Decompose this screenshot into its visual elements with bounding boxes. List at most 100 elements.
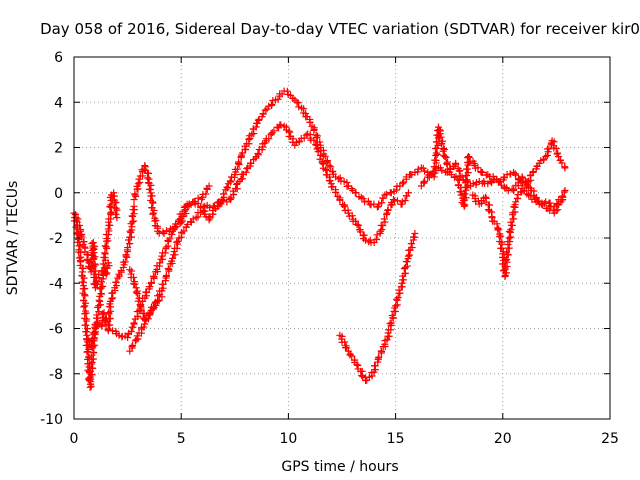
data-point-fill — [386, 320, 394, 328]
data-point — [542, 198, 550, 206]
data-point-fill — [145, 185, 153, 193]
data-point — [104, 225, 112, 233]
data-point-fill — [80, 274, 88, 282]
data-point-fill — [146, 309, 154, 317]
data-point-fill — [372, 235, 380, 243]
data-point-fill — [532, 193, 540, 201]
data-point-fill — [206, 214, 214, 222]
data-point-fill — [502, 256, 510, 264]
data-point-fill — [371, 362, 379, 370]
data-point-fill — [497, 232, 505, 240]
data-point-fill — [505, 227, 513, 235]
data-point — [392, 302, 400, 310]
data-point-fill — [113, 206, 121, 214]
data-point-fill — [106, 314, 114, 322]
data-point-fill — [420, 178, 428, 186]
data-point — [254, 116, 262, 124]
data-point-fill — [322, 166, 330, 174]
data-point-fill — [456, 188, 464, 196]
data-point-fill — [421, 167, 429, 175]
data-point-fill — [340, 202, 348, 210]
data-point-fill — [432, 149, 440, 157]
data-point-fill — [332, 188, 340, 196]
data-point-fill — [474, 164, 482, 172]
data-point-fill — [95, 308, 103, 316]
data-point-fill — [510, 185, 518, 193]
data-point — [227, 196, 235, 204]
data-point-fill — [159, 280, 167, 288]
x-tick-label: 25 — [601, 431, 619, 447]
data-point-fill — [129, 206, 137, 214]
data-point-fill — [408, 244, 416, 252]
data-point-fill — [259, 110, 267, 118]
data-point-fill — [513, 194, 521, 202]
data-point-fill — [277, 121, 285, 129]
x-tick-label: 0 — [70, 431, 79, 447]
data-point-fill — [159, 255, 167, 263]
data-point-fill — [213, 199, 221, 207]
chart-title: Day 058 of 2016, Sidereal Day-to-day VTE… — [40, 20, 640, 38]
data-point-fill — [238, 149, 246, 157]
data-point-fill — [274, 95, 282, 103]
data-point-fill — [502, 269, 510, 277]
data-point-fill — [306, 118, 314, 126]
data-point-fill — [377, 347, 385, 355]
data-point-fill — [132, 288, 140, 296]
data-point-fill — [73, 238, 81, 246]
data-point-fill — [87, 371, 95, 379]
y-tick-label: -6 — [49, 322, 63, 338]
data-point-fill — [316, 138, 324, 146]
data-point-fill — [185, 200, 193, 208]
data-point-fill — [121, 258, 129, 266]
data-point-fill — [133, 290, 141, 298]
data-point-fill — [554, 149, 562, 157]
data-point-fill — [314, 132, 322, 140]
data-point-fill — [387, 319, 395, 327]
data-point-fill — [95, 296, 103, 304]
data-point-fill — [82, 321, 90, 329]
data-point — [404, 189, 412, 197]
data-point-fill — [503, 256, 511, 264]
data-point-fill — [439, 147, 447, 155]
data-point-fill — [406, 251, 414, 259]
data-point — [130, 202, 138, 210]
data-point-fill — [83, 348, 91, 356]
series-arc-10 — [469, 184, 569, 280]
data-point-fill — [78, 278, 86, 286]
data-point-fill — [436, 130, 444, 138]
data-point-fill — [191, 197, 199, 205]
data-point-fill — [87, 360, 95, 368]
y-tick-label: 6 — [54, 50, 63, 66]
data-point — [173, 223, 181, 231]
data-point-fill — [152, 216, 160, 224]
data-point — [458, 173, 466, 181]
data-point-fill — [254, 150, 262, 158]
axis-ticks: 0 5 10 15 20 25 -10 -8 -6 -4 -2 0 2 4 6 — [40, 50, 619, 447]
data-point-fill — [155, 296, 163, 304]
data-point-fill — [462, 194, 470, 202]
data-point-fill — [321, 152, 329, 160]
data-point-fill — [359, 195, 367, 203]
data-point-fill — [512, 171, 520, 179]
series-arc-7 — [126, 266, 166, 323]
data-point-fill — [393, 197, 401, 205]
data-point-fill — [438, 166, 446, 174]
data-point-fill — [194, 194, 202, 202]
data-point-fill — [101, 249, 109, 257]
data-point — [542, 153, 550, 161]
data-point-fill — [101, 242, 109, 250]
data-point-fill — [77, 232, 85, 240]
data-point — [441, 153, 449, 161]
data-point-fill — [519, 174, 527, 182]
data-point-fill — [497, 181, 505, 189]
data-point-fill — [286, 128, 294, 136]
data-point-fill — [465, 153, 473, 161]
data-point — [353, 220, 361, 228]
data-point-fill — [224, 184, 232, 192]
data-point-fill — [86, 377, 94, 385]
data-point — [132, 336, 140, 344]
data-point-fill — [431, 156, 439, 164]
series-arc-5 — [126, 121, 412, 355]
data-point-fill — [452, 160, 460, 168]
data-point — [81, 302, 89, 310]
